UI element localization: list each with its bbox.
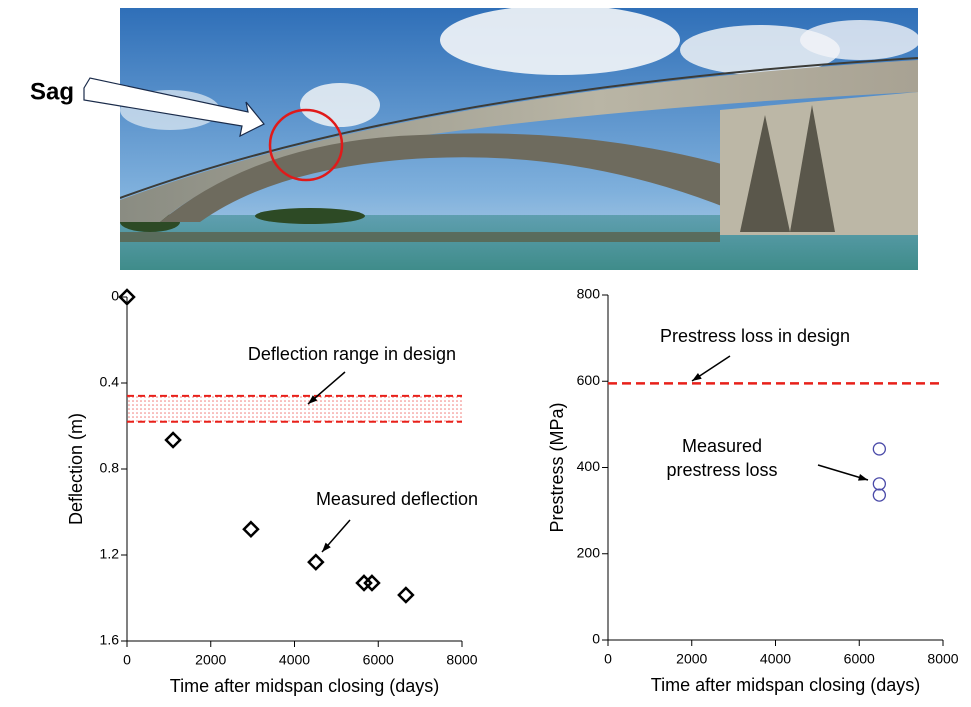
x-tick-label: 6000: [844, 651, 875, 667]
annotation: Deflection range in design: [248, 344, 456, 364]
y-tick-label: 0.8: [100, 460, 120, 476]
y-tick-label: 200: [577, 544, 601, 560]
annotation: prestress loss: [666, 460, 777, 480]
annotation-arrowhead: [858, 474, 868, 481]
annotation: Measured deflection: [316, 489, 478, 509]
y-tick-label: 800: [577, 286, 601, 302]
y-axis-label: Prestress (MPa): [547, 402, 567, 532]
data-point: [309, 555, 323, 569]
y-axis-label: Deflection (m): [66, 413, 86, 525]
data-point: [873, 443, 885, 455]
data-point: [873, 478, 885, 490]
data-point: [166, 433, 180, 447]
x-tick-label: 8000: [927, 651, 958, 667]
page: Sag 00.40.81.21.602000400060008000Time a…: [0, 0, 971, 707]
x-tick-label: 0: [123, 652, 131, 668]
annotation: Measured: [682, 436, 762, 456]
bridge-photo: [120, 5, 920, 270]
data-point: [399, 588, 413, 602]
y-tick-label: 600: [577, 372, 601, 388]
data-point: [244, 522, 258, 536]
annotation: Prestress loss in design: [660, 326, 850, 346]
data-point: [873, 489, 885, 501]
y-tick-label: 400: [577, 458, 601, 474]
y-tick-label: 0: [111, 288, 119, 304]
x-tick-label: 2000: [676, 651, 707, 667]
x-tick-label: 6000: [363, 652, 394, 668]
y-tick-label: 1.2: [100, 546, 120, 562]
y-tick-label: 1.6: [100, 632, 120, 648]
x-tick-label: 0: [604, 651, 612, 667]
x-axis-label: Time after midspan closing (days): [651, 675, 920, 695]
x-tick-label: 8000: [446, 652, 477, 668]
y-tick-label: 0: [592, 631, 600, 647]
y-tick-label: 0.4: [100, 374, 120, 390]
x-tick-label: 4000: [760, 651, 791, 667]
x-tick-label: 2000: [195, 652, 226, 668]
x-axis-label: Time after midspan closing (days): [170, 676, 439, 696]
x-tick-label: 4000: [279, 652, 310, 668]
sag-label: Sag: [30, 78, 74, 105]
design-range-band: [127, 396, 462, 422]
annotation-arrowhead: [692, 373, 702, 381]
